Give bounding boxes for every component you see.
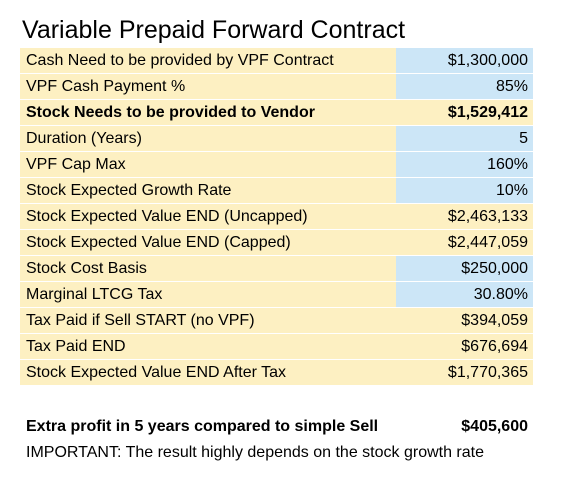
input-cell[interactable]: 160% <box>396 152 533 177</box>
input-cell[interactable]: 5 <box>396 126 533 151</box>
table-row: Stock Expected Growth Rate 10% <box>20 178 533 203</box>
table-row: Stock Expected Value END (Uncapped) $2,46… <box>20 204 533 229</box>
table-row: Duration (Years) 5 <box>20 126 533 151</box>
row-label: VPF Cap Max <box>20 152 396 177</box>
row-label: Tax Paid END <box>20 334 396 359</box>
value-cell: $1,770,365 <box>396 360 533 385</box>
table-row: Stock Expected Value END (Capped) $2,447,… <box>20 230 533 255</box>
summary-label: Extra profit in 5 years compared to simp… <box>26 418 379 435</box>
summary-value: $405,600 <box>461 418 528 435</box>
row-label: Stock Cost Basis <box>20 256 396 281</box>
table-row: Stock Expected Value END After Tax $1,770… <box>20 360 533 385</box>
row-label: Duration (Years) <box>20 126 396 151</box>
row-label: Stock Needs to be provided to Vendor <box>20 100 396 125</box>
page-title: Variable Prepaid Forward Contract <box>22 16 406 44</box>
input-cell[interactable]: $250,000 <box>396 256 533 281</box>
input-cell[interactable]: $1,300,000 <box>396 48 533 73</box>
table-row: Tax Paid if Sell START (no VPF) $394,059 <box>20 308 533 333</box>
vpf-calculation-table: Cash Need to be provided by VPF Contract… <box>20 48 533 386</box>
value-cell: $394,059 <box>396 308 533 333</box>
input-cell[interactable]: 30.80% <box>396 282 533 307</box>
row-label: Stock Expected Value END After Tax <box>20 360 396 385</box>
row-label: Cash Need to be provided by VPF Contract <box>20 48 396 73</box>
table-row: Marginal LTCG Tax 30.80% <box>20 282 533 307</box>
value-cell: $1,529,412 <box>396 100 533 125</box>
table-row: VPF Cap Max 160% <box>20 152 533 177</box>
table-row: Cash Need to be provided by VPF Contract… <box>20 48 533 73</box>
important-note: IMPORTANT: The result highly depends on … <box>26 444 484 461</box>
row-label: Stock Expected Value END (Capped) <box>20 230 396 255</box>
row-label: Marginal LTCG Tax <box>20 282 396 307</box>
table-row: Stock Needs to be provided to Vendor $1,5… <box>20 100 533 125</box>
row-label: Stock Expected Growth Rate <box>20 178 396 203</box>
table-row: Stock Cost Basis $250,000 <box>20 256 533 281</box>
row-label: Stock Expected Value END (Uncapped) <box>20 204 396 229</box>
row-label: Tax Paid if Sell START (no VPF) <box>20 308 396 333</box>
table-row: VPF Cash Payment % 85% <box>20 74 533 99</box>
input-cell[interactable]: 10% <box>396 178 533 203</box>
table-row: Tax Paid END $676,694 <box>20 334 533 359</box>
row-label: VPF Cash Payment % <box>20 74 396 99</box>
summary-row: Extra profit in 5 years compared to simp… <box>26 416 528 438</box>
input-cell[interactable]: 85% <box>396 74 533 99</box>
value-cell: $2,447,059 <box>396 230 533 255</box>
value-cell: $676,694 <box>396 334 533 359</box>
value-cell: $2,463,133 <box>396 204 533 229</box>
